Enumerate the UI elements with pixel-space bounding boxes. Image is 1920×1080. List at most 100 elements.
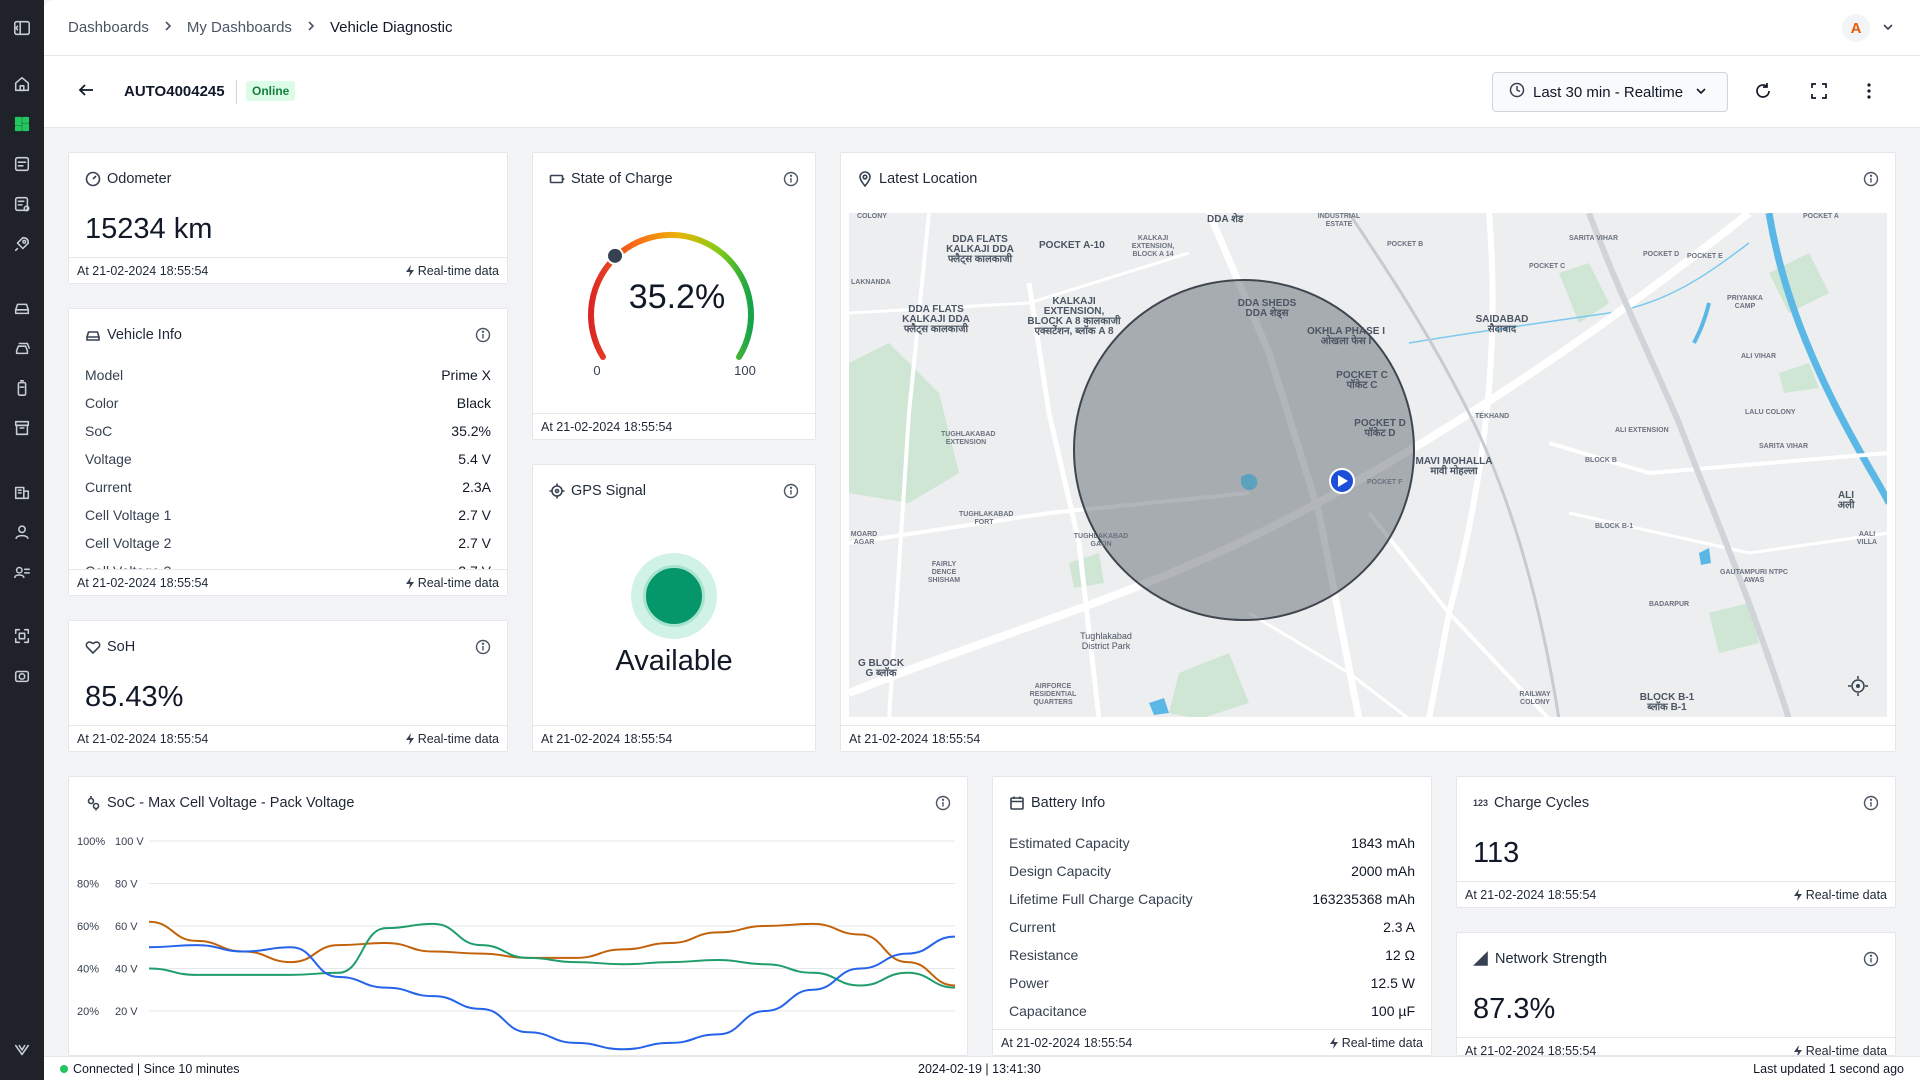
breadcrumb-dashboards[interactable]: Dashboards — [68, 19, 149, 36]
map-label: SARITA VIHAR — [1569, 235, 1618, 242]
row-label: SoC — [85, 423, 113, 439]
y-right-tick: 100 V — [115, 836, 144, 848]
info-row: Resistance 12 Ω — [1009, 941, 1415, 969]
card-footer: At 21-02-2024 18:55:54 — [533, 725, 815, 751]
map-label: POCKET D — [1643, 251, 1680, 258]
main-area: Dashboards My Dashboards Vehicle Diagnos… — [44, 0, 1920, 1080]
info-row: Estimated Capacity 1843 mAh — [1009, 829, 1415, 857]
map-label: DDA SHEDS DDA शेड्स — [1237, 298, 1297, 319]
battery-icon[interactable] — [12, 378, 32, 398]
map-label: BLOCK B-1 ब्लॉक B-1 — [1639, 692, 1695, 713]
card-footer: At 21-02-2024 18:55:54 Real-time data — [1457, 881, 1895, 907]
chevron-down-icon — [1695, 84, 1707, 101]
series-line-1 — [148, 922, 956, 989]
info-row: SoC 35.2% — [85, 417, 491, 445]
gps-indicator — [631, 553, 717, 639]
status-bar: Connected | Since 10 minutes 2024-02-19 … — [44, 1056, 1920, 1080]
breadcrumb-my-dashboards[interactable]: My Dashboards — [186, 19, 292, 36]
timestamp: At 21-02-2024 18:55:54 — [541, 731, 673, 746]
vehicle-info-list: Model Prime X Color Black SoC 35.2% Voltage 5.4… — [85, 361, 491, 585]
chevron-down-icon[interactable] — [1882, 20, 1894, 38]
time-range-select[interactable]: Last 30 min - Realtime — [1492, 72, 1728, 112]
gauge-min-label: 0 — [593, 363, 600, 378]
info-icon[interactable] — [475, 639, 491, 655]
scan-icon[interactable] — [12, 626, 32, 646]
more-vertical-icon[interactable] — [1866, 82, 1872, 105]
server-datetime: 2024-02-19 | 13:41:30 — [918, 1062, 1041, 1076]
info-icon[interactable] — [1863, 171, 1879, 187]
map-label: POCKET C पॉकेट C — [1336, 370, 1388, 391]
camera-icon[interactable] — [12, 666, 32, 686]
sidebar-toggle-icon[interactable] — [12, 18, 32, 38]
device-id: AUTO4004245 — [124, 83, 225, 100]
map-pin-icon — [859, 171, 871, 187]
info-row: Color Black — [85, 389, 491, 417]
card-title: Vehicle Info — [85, 327, 182, 343]
network-title: Network Strength — [1495, 951, 1608, 967]
map-label: BADARPUR — [1649, 601, 1690, 608]
archive-icon[interactable] — [12, 418, 32, 438]
map-label: INDUSTRIAL ESTATE — [1317, 213, 1361, 228]
avatar[interactable]: A — [1842, 14, 1870, 42]
y-left-tick: 80% — [77, 879, 99, 891]
numbers-icon: 123 — [1473, 798, 1489, 808]
reports-icon[interactable] — [12, 154, 32, 174]
user-icon[interactable] — [12, 522, 32, 542]
soc-gauge: 35.2% 0 100 — [588, 231, 756, 378]
rocket-icon[interactable] — [12, 234, 32, 254]
card-title: 123 Charge Cycles — [1473, 795, 1589, 811]
users-icon[interactable] — [12, 562, 32, 582]
connected-dot — [60, 1065, 68, 1073]
soh-title: SoH — [107, 639, 136, 655]
info-row: Cell Voltage 1 2.7 V — [85, 501, 491, 529]
map-label: SAIDABAD सैदाबाद — [1475, 314, 1529, 335]
info-icon[interactable] — [783, 483, 799, 499]
info-icon[interactable] — [935, 795, 951, 811]
map-label: DDA FLATS KALKAJI DDA फ्लैट्स कालकाजी — [946, 234, 1014, 265]
realtime-label: Real-time data — [405, 576, 499, 590]
timestamp: At 21-02-2024 18:55:54 — [77, 731, 209, 746]
timestamp: At 21-02-2024 18:55:54 — [1465, 887, 1597, 902]
refresh-icon[interactable] — [1754, 82, 1772, 105]
info-row: Current 2.3A — [85, 473, 491, 501]
heart-icon — [85, 641, 101, 655]
info-icon[interactable] — [475, 327, 491, 343]
realtime-label: Real-time data — [1329, 1036, 1423, 1050]
card-title: SoH — [85, 639, 135, 655]
row-label: Voltage — [85, 451, 132, 467]
odometer-card: Odometer 15234 km At 21-02-2024 18:55:54… — [68, 152, 508, 284]
back-arrow-icon[interactable] — [78, 82, 96, 103]
row-label: Cell Voltage 1 — [85, 507, 172, 523]
battery-info-list: Estimated Capacity 1843 mAh Design Capacit… — [1009, 829, 1415, 1053]
map-label: POCKET F — [1367, 479, 1403, 486]
info-icon[interactable] — [1863, 795, 1879, 811]
battery-info-title: Battery Info — [1031, 795, 1106, 811]
map-label: TUGHLAKABAD FORT — [959, 511, 1014, 526]
fullscreen-icon[interactable] — [1810, 82, 1828, 105]
clock-icon — [1509, 82, 1525, 102]
buildings-icon[interactable] — [12, 482, 32, 502]
series-line-0 — [148, 920, 956, 987]
home-icon[interactable] — [12, 74, 32, 94]
lightning-icon — [1329, 1036, 1338, 1049]
y-left-tick: 60% — [77, 921, 99, 933]
map-label: RAILWAY COLONY — [1519, 691, 1551, 706]
connection-status: Connected | Since 10 minutes — [60, 1062, 240, 1076]
device-header: AUTO4004245 Online Last 30 min - Realtim… — [44, 56, 1920, 128]
card-footer: At 21-02-2024 18:55:54 — [533, 413, 815, 439]
fleet-icon[interactable] — [12, 338, 32, 358]
locate-me-icon[interactable] — [1847, 675, 1869, 697]
y-right-tick: 40 V — [115, 964, 138, 976]
geofence-circle — [1073, 279, 1415, 621]
map-label: TEKHAND — [1475, 413, 1510, 420]
vehicle-icon[interactable] — [12, 298, 32, 318]
map-label: Tughlakabad District Park — [1080, 631, 1132, 651]
dashboard-icon[interactable] — [12, 114, 32, 134]
speedometer-icon — [85, 171, 101, 187]
map-view[interactable]: DDA शेड INDUSTRIAL ESTATE POCKET B POCKE… — [849, 213, 1887, 717]
alerts-list-icon[interactable] — [12, 194, 32, 214]
row-value: 2000 mAh — [1351, 863, 1415, 879]
info-icon[interactable] — [1863, 951, 1879, 967]
card-title: State of Charge — [549, 171, 673, 187]
info-icon[interactable] — [783, 171, 799, 187]
